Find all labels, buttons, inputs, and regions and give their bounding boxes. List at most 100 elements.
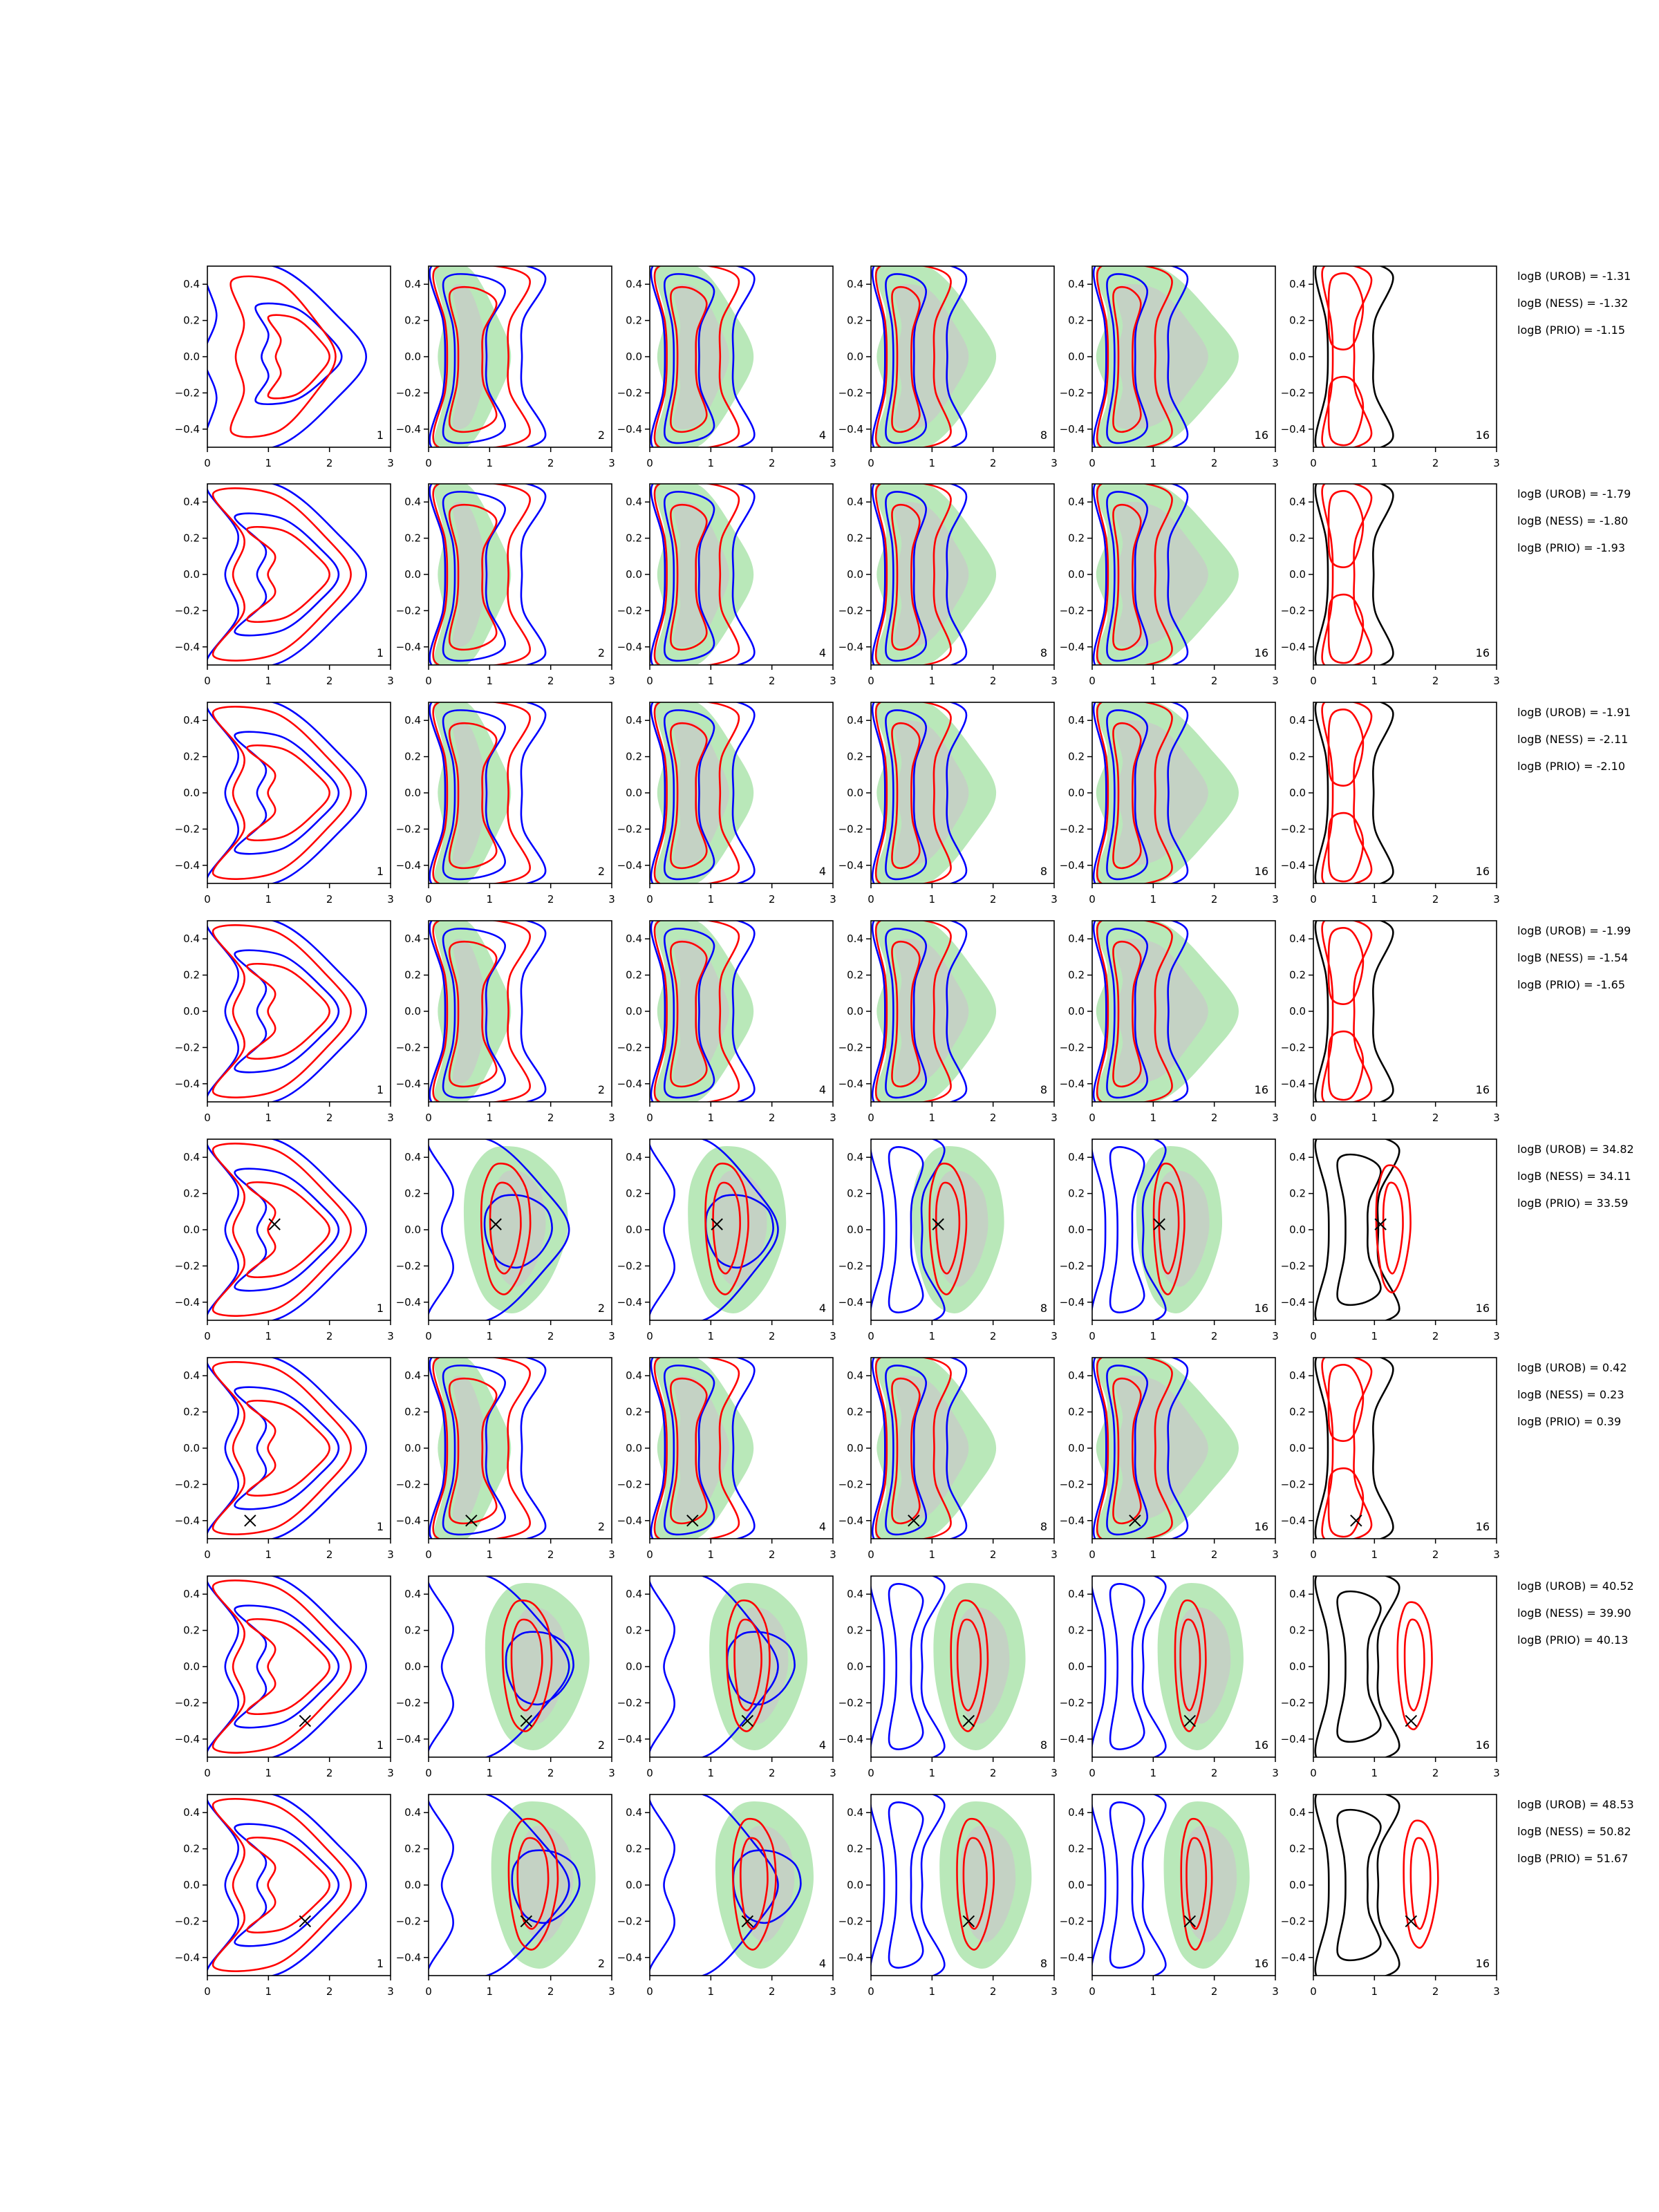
inner-density-region [452,720,490,866]
logb-annotation: logB (NESS) = -1.54 [1517,951,1628,964]
panel-r5-c6: 0 1 2 3 0.4 0.2 0.0 −0.2 −0.4 16 [1281,1138,1500,1342]
blue-contour [650,1139,779,1320]
y-tick-label: −0.4 [1060,1296,1085,1309]
blue-contour [207,1358,368,1539]
x-tick-label: 2 [1211,1767,1218,1779]
true-value-marker [908,1515,920,1527]
blue-contour [1109,1801,1145,1969]
x-tick-label: 2 [1432,1548,1439,1561]
x-tick-label: 1 [929,1985,936,1998]
y-tick-label: 0.2 [626,532,642,545]
blue-contour [234,1386,340,1510]
panel-r7-c1: 0 1 2 3 0.4 0.2 0.0 −0.2 −0.4 1 [175,1575,394,1779]
red-contour [448,722,498,870]
logb-annotation: logB (UROB) = -1.31 [1517,270,1631,283]
x-tick-label: 3 [1493,1985,1500,1998]
panel-index-label: 4 [819,1520,826,1533]
y-tick-label: −0.2 [1281,1478,1306,1490]
red-contour [653,484,740,665]
x-tick-label: 0 [1310,1767,1317,1779]
y-tick-label: 0.0 [1068,1660,1085,1673]
panel-index-label: 2 [598,1520,605,1533]
panel-index-label: 2 [598,646,605,659]
y-tick-label: 0.2 [404,1843,421,1855]
y-tick-label: 0.2 [1068,315,1085,327]
y-tick-label: 0.4 [847,1588,863,1600]
x-tick-label: 3 [387,1767,394,1779]
red-contour [653,702,740,883]
x-tick-label: 1 [487,893,494,906]
blue-contour [1092,484,1189,665]
contour-set [1314,1794,1439,1976]
red-contour [928,1162,968,1295]
y-tick-label: −0.4 [838,641,863,653]
true-value-marker [1183,1915,1197,1928]
y-tick-label: 0.4 [1289,714,1306,727]
y-tick-label: −0.2 [1060,1478,1085,1490]
y-tick-label: 0.4 [404,1806,421,1819]
contour-set [650,1794,814,1976]
y-tick-label: 0.0 [626,1005,642,1018]
red-contour [432,1358,532,1539]
y-tick-label: −0.4 [617,1515,642,1527]
blue-contour [429,1358,547,1539]
y-tick-label: −0.2 [175,386,200,399]
y-tick-label: 0.2 [626,1406,642,1418]
contour-set [429,484,547,665]
x-tick-label: 0 [1089,1112,1096,1124]
y-tick-label: −0.2 [396,386,421,399]
blue-contour [429,702,547,883]
x-tick-label: 2 [1211,893,1218,906]
contour-set [650,921,756,1102]
logb-annotation: logB (NESS) = 0.23 [1517,1388,1624,1401]
blue-contour [1092,1576,1167,1757]
x-tick-label: 2 [990,1548,997,1561]
x-tick-label: 2 [769,1330,776,1342]
blue-contour [664,273,715,444]
x-tick-label: 0 [425,1112,432,1124]
y-tick-label: 0.2 [404,1188,421,1200]
panel-index-label: 16 [1255,429,1268,442]
red-contour [1174,1599,1207,1732]
contour-set [1314,266,1394,447]
x-tick-label: 3 [387,675,394,687]
x-tick-label: 1 [708,893,715,906]
x-tick-label: 3 [830,675,836,687]
logb-annotation: logB (UROB) = 0.42 [1517,1361,1627,1374]
panel-index-label: 16 [1476,646,1490,659]
y-tick-label: 0.2 [626,969,642,982]
blue-contour [885,928,927,1099]
black-contour [1336,1590,1382,1743]
x-tick-label: 1 [929,1548,936,1561]
x-tick-label: 2 [990,893,997,906]
x-tick-label: 3 [830,457,836,469]
red-contour [1321,702,1373,883]
blue-contour [429,1794,570,1976]
contour-set [1314,702,1394,883]
y-tick-label: −0.2 [396,1696,421,1709]
x-tick-label: 0 [204,1767,211,1779]
x-tick-label: 2 [326,675,333,687]
red-contour [874,484,952,665]
y-tick-label: 0.2 [847,969,863,982]
y-tick-label: 0.4 [847,1369,863,1382]
y-tick-label: 0.4 [183,932,200,945]
red-contour [1112,722,1142,870]
red-contour [212,1798,352,1972]
x-tick-label: 0 [1310,675,1317,687]
x-tick-label: 0 [646,893,653,906]
y-tick-label: 0.2 [183,532,200,545]
x-tick-label: 3 [1493,1330,1500,1342]
contour-set [429,1576,590,1757]
inner-density-region [932,1170,988,1287]
y-tick-label: 0.4 [1289,1806,1306,1819]
contour-set [207,1576,368,1757]
panel-index-label: 8 [1040,1302,1047,1315]
inner-density-region [452,938,490,1085]
axes-frame [1313,702,1497,884]
x-tick-label: 1 [1150,675,1157,687]
x-tick-label: 3 [830,1767,836,1779]
red-contour [1112,285,1142,433]
red-contour [962,1837,988,1930]
red-contour [1327,593,1365,664]
